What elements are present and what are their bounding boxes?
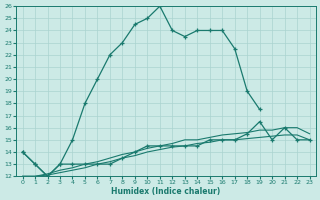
X-axis label: Humidex (Indice chaleur): Humidex (Indice chaleur) <box>111 187 221 196</box>
